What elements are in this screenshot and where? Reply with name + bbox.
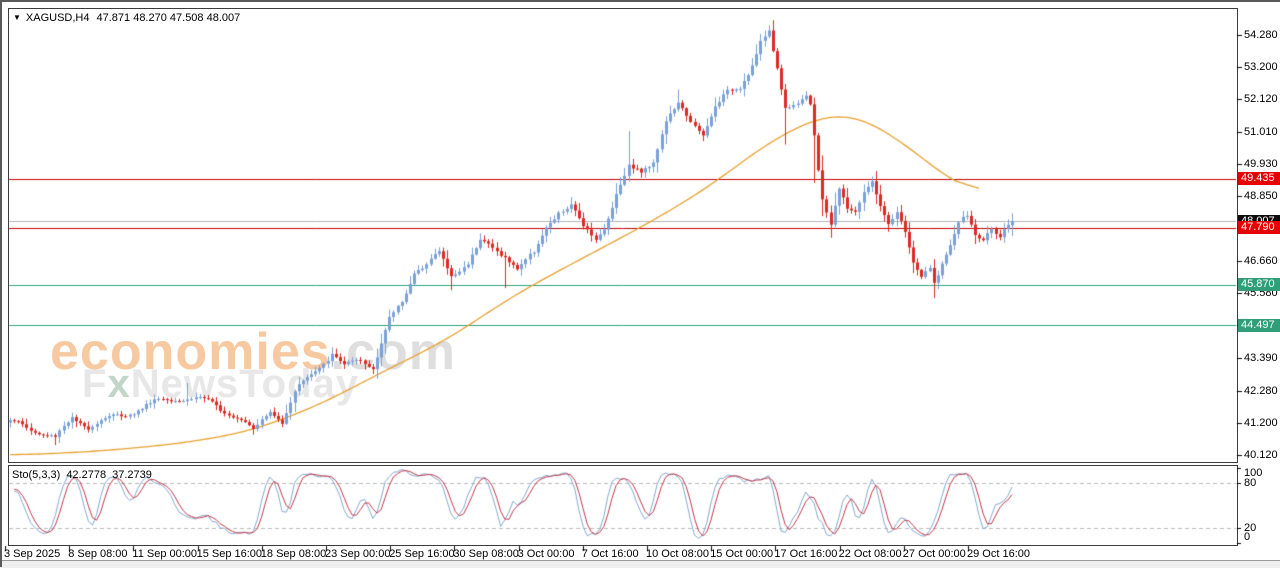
time-tick-label: 3 Oct 00:00 bbox=[517, 548, 575, 560]
price-tick-label: 53.200 bbox=[1244, 61, 1278, 74]
time-tick-label: 30 Sep 08:00 bbox=[453, 548, 519, 560]
bottom-bar bbox=[0, 560, 1280, 568]
chart-symbol-label: XAGUSD,H4 bbox=[25, 12, 90, 24]
price-badge-support: 44.497 bbox=[1238, 318, 1280, 332]
price-tick-label: 48.850 bbox=[1244, 190, 1278, 203]
price-tick-label: 46.660 bbox=[1244, 255, 1278, 268]
indicator-value-k: 42.2778 bbox=[66, 469, 107, 481]
price-tick-label: 43.390 bbox=[1244, 352, 1278, 365]
stochastic-tick-label: 0 bbox=[1244, 531, 1251, 543]
time-tick-label: 11 Sep 00:00 bbox=[132, 548, 198, 560]
symbol-dropdown-icon[interactable]: ▼ bbox=[13, 13, 21, 22]
indicator-name: Sto(5,3,3) bbox=[12, 469, 61, 481]
price-tick-label: 40.120 bbox=[1244, 448, 1278, 461]
time-tick-label: 27 Oct 00:00 bbox=[902, 548, 966, 560]
time-tick-label: 10 Oct 08:00 bbox=[646, 548, 709, 560]
price-tick-label: 41.200 bbox=[1244, 416, 1278, 429]
indicator-label: Sto(5,3,3) 42.2778 37.2739 bbox=[12, 469, 152, 481]
price-tick-label: 49.930 bbox=[1244, 158, 1278, 171]
time-tick-label: 17 Oct 16:00 bbox=[774, 548, 838, 560]
time-tick-label: 15 Sep 16:00 bbox=[196, 548, 263, 560]
window-frame-left bbox=[0, 0, 2, 567]
indicator-value-d: 37.2739 bbox=[112, 469, 152, 481]
price-tick-label: 42.280 bbox=[1244, 384, 1278, 397]
chart-ohlc-values: 47.871 48.270 47.508 48.007 bbox=[96, 12, 241, 24]
price-tick-label: 54.280 bbox=[1244, 29, 1278, 42]
window-frame-top bbox=[0, 0, 1280, 2]
price-tick-label: 51.010 bbox=[1244, 126, 1278, 139]
price-badge-support: 45.870 bbox=[1238, 278, 1280, 292]
time-tick-label: 23 Sep 00:00 bbox=[325, 548, 391, 560]
stochastic-tick-label: 100 bbox=[1244, 467, 1263, 479]
time-tick-label: 3 Sep 2025 bbox=[4, 548, 61, 560]
time-tick-label: 18 Sep 08:00 bbox=[260, 548, 327, 560]
chart-title: ▼ XAGUSD,H4 47.871 48.270 47.508 48.007 bbox=[13, 12, 240, 24]
price-tick-label: 52.120 bbox=[1244, 93, 1278, 106]
stochastic-tick-label: 80 bbox=[1244, 476, 1257, 489]
time-tick-label: 22 Oct 08:00 bbox=[838, 548, 902, 560]
price-badge-resistance: 47.790 bbox=[1238, 221, 1280, 235]
time-tick-label: 15 Oct 00:00 bbox=[710, 548, 774, 560]
time-tick-label: 29 Oct 16:00 bbox=[967, 548, 1030, 560]
price-badge-resistance: 49.435 bbox=[1238, 172, 1280, 186]
stochastic-tick-label: 20 bbox=[1244, 521, 1257, 534]
time-tick-label: 7 Oct 16:00 bbox=[581, 548, 639, 560]
time-tick-label: 25 Sep 16:00 bbox=[389, 548, 455, 560]
time-tick-label: 8 Sep 08:00 bbox=[68, 548, 128, 560]
